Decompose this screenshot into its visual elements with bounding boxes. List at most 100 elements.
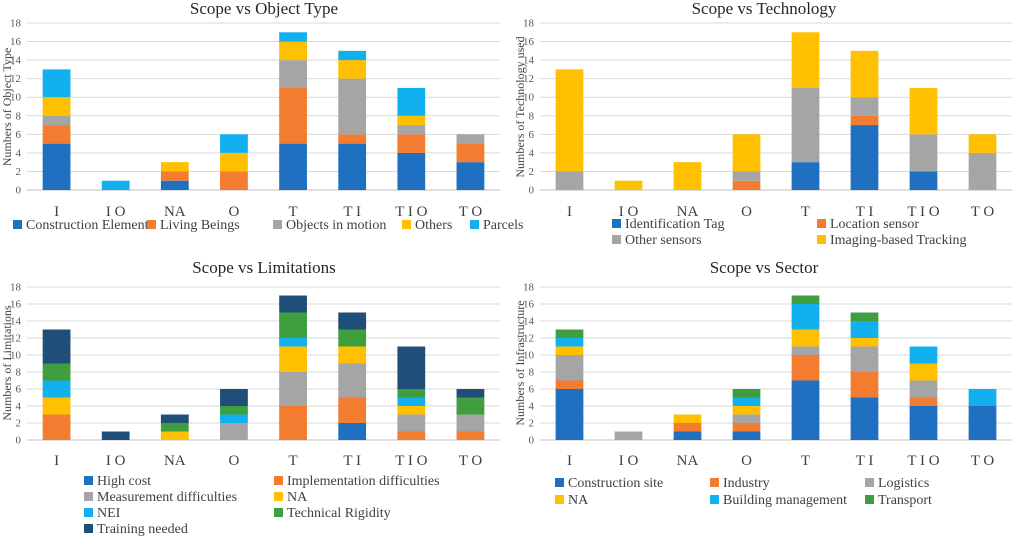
y-tick-label: 10: [10, 92, 22, 104]
bar-ti-series-1: [338, 423, 367, 440]
y-tick-label: 0: [16, 185, 22, 197]
legend-label: Other sensors: [625, 233, 702, 248]
bar-io-series-5: [101, 180, 130, 190]
legend-swatch: [710, 478, 719, 487]
y-tick-label: 6: [16, 129, 22, 141]
bar-o-series-1: [732, 431, 761, 440]
y-axis-label: Numbers of Technology used: [513, 36, 527, 177]
bar-to-series-3: [968, 152, 997, 190]
legend-label: Imaging-based Tracking: [830, 233, 966, 248]
bar-to-series-2: [456, 431, 485, 440]
bar-t-series-4: [791, 329, 820, 347]
y-tick-label: 4: [16, 147, 22, 159]
legend-swatch: [147, 220, 156, 229]
chart-panel-4: 0 2 4 6 8 10 12 14 16 18 I I O NA O T T I T I O T O Scope …: [513, 258, 1012, 508]
bar-t-series-2: [791, 355, 820, 381]
bar-t-series-2: [279, 406, 307, 440]
bar-i-series-1: [42, 143, 71, 190]
legend-swatch: [555, 478, 564, 487]
legend-label: NA: [287, 490, 308, 505]
y-axis-label: Numbers of Object Type: [0, 48, 14, 167]
bar-t-series-3: [279, 60, 307, 88]
x-tick-label: O: [229, 453, 240, 469]
y-tick-label: 16: [523, 36, 535, 48]
legend-label: Training needed: [97, 522, 188, 537]
bar-tio-series-3: [397, 414, 426, 432]
y-tick-label: 10: [10, 350, 22, 362]
x-tick-label: I O: [106, 453, 126, 469]
bar-tio-series-4: [397, 115, 426, 126]
bar-ti-series-4: [850, 338, 879, 347]
x-tick-label: T: [801, 204, 810, 220]
bar-ti-series-2: [850, 115, 879, 126]
bar-tio-series-5: [909, 346, 938, 364]
legend-swatch: [817, 235, 826, 244]
bar-i-series-3: [42, 115, 71, 126]
bar-o-series-6: [220, 406, 248, 415]
bar-i-series-5: [555, 338, 584, 347]
bar-t-series-5: [279, 338, 307, 347]
y-tick-label: 4: [529, 147, 535, 159]
bar-io-series-4: [614, 180, 643, 190]
bar-ti-series-2: [850, 372, 879, 398]
y-tick-label: 2: [529, 166, 535, 178]
x-tick-label: T: [288, 204, 297, 220]
bar-i-series-5: [42, 69, 71, 98]
bar-ti-series-6: [850, 312, 879, 321]
y-tick-label: 18: [523, 282, 535, 294]
bar-ti-series-2: [338, 134, 367, 144]
bar-tio-series-6: [397, 389, 426, 398]
legend-swatch: [274, 492, 283, 501]
bar-o-series-5: [220, 414, 248, 423]
x-tick-label: T: [801, 453, 810, 469]
y-tick-label: 0: [529, 435, 535, 447]
bar-i-series-6: [555, 329, 584, 338]
y-axis-label: Numbers of Infrastructure: [513, 300, 527, 425]
bar-to-series-1: [456, 162, 485, 190]
y-tick-label: 18: [523, 18, 535, 30]
bar-i-series-4: [555, 69, 584, 172]
bar-o-series-5: [732, 397, 761, 406]
bar-t-series-5: [791, 304, 820, 330]
bar-t-series-3: [791, 346, 820, 355]
bar-ti-series-7: [338, 312, 367, 330]
y-tick-label: 16: [10, 299, 22, 311]
bar-ti-series-3: [850, 97, 879, 116]
x-tick-label: T I O: [907, 204, 939, 220]
legend-label: Parcels: [483, 218, 523, 233]
legend-label: Technical Rigidity: [287, 506, 391, 521]
bar-o-series-7: [220, 389, 248, 406]
y-tick-label: 8: [529, 367, 535, 379]
bar-t-series-3: [279, 372, 307, 406]
bar-o-series-4: [732, 406, 761, 415]
legend-swatch: [84, 524, 93, 533]
bar-i-series-2: [555, 380, 584, 389]
legend-swatch: [865, 495, 874, 504]
bar-tio-series-3: [909, 380, 938, 398]
bar-ti-series-5: [338, 50, 367, 61]
legend-swatch: [84, 508, 93, 517]
legend-swatch: [470, 220, 479, 229]
bar-i-series-3: [555, 171, 584, 190]
x-tick-label: T I O: [395, 204, 427, 220]
chart-panel-2: 0 2 4 6 8 10 12 14 16 18 I I O NA O T T I T I O T O Scope …: [513, 0, 1012, 248]
bar-tio-series-3: [909, 134, 938, 172]
y-tick-label: 6: [529, 384, 535, 396]
bar-na-series-2: [673, 423, 702, 432]
legend-label: Living Beings: [160, 218, 240, 233]
bar-ti-series-3: [850, 346, 879, 372]
bar-t-series-4: [279, 346, 307, 372]
bar-i-series-4: [42, 97, 71, 116]
legend-label: NEI: [97, 506, 121, 521]
bar-ti-series-5: [850, 321, 879, 338]
y-tick-label: 6: [529, 129, 535, 141]
y-tick-label: 4: [529, 401, 535, 413]
bar-tio-series-4: [909, 87, 938, 135]
bar-tio-series-2: [397, 134, 426, 153]
y-tick-label: 8: [16, 367, 22, 379]
y-tick-label: 4: [16, 401, 22, 413]
legend: Identification Tag Location sensor Other s…: [612, 217, 966, 248]
bar-o-series-6: [732, 389, 761, 398]
x-tick-label: T I: [343, 453, 361, 469]
x-tick-label: T I O: [907, 453, 939, 469]
